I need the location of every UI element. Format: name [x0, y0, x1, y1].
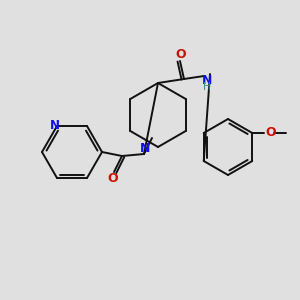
- Text: N: N: [202, 74, 212, 86]
- Text: O: O: [265, 127, 276, 140]
- Text: H: H: [203, 82, 211, 92]
- Text: N: N: [140, 142, 150, 155]
- Text: N: N: [50, 118, 60, 131]
- Text: O: O: [176, 47, 186, 61]
- Text: O: O: [108, 172, 118, 185]
